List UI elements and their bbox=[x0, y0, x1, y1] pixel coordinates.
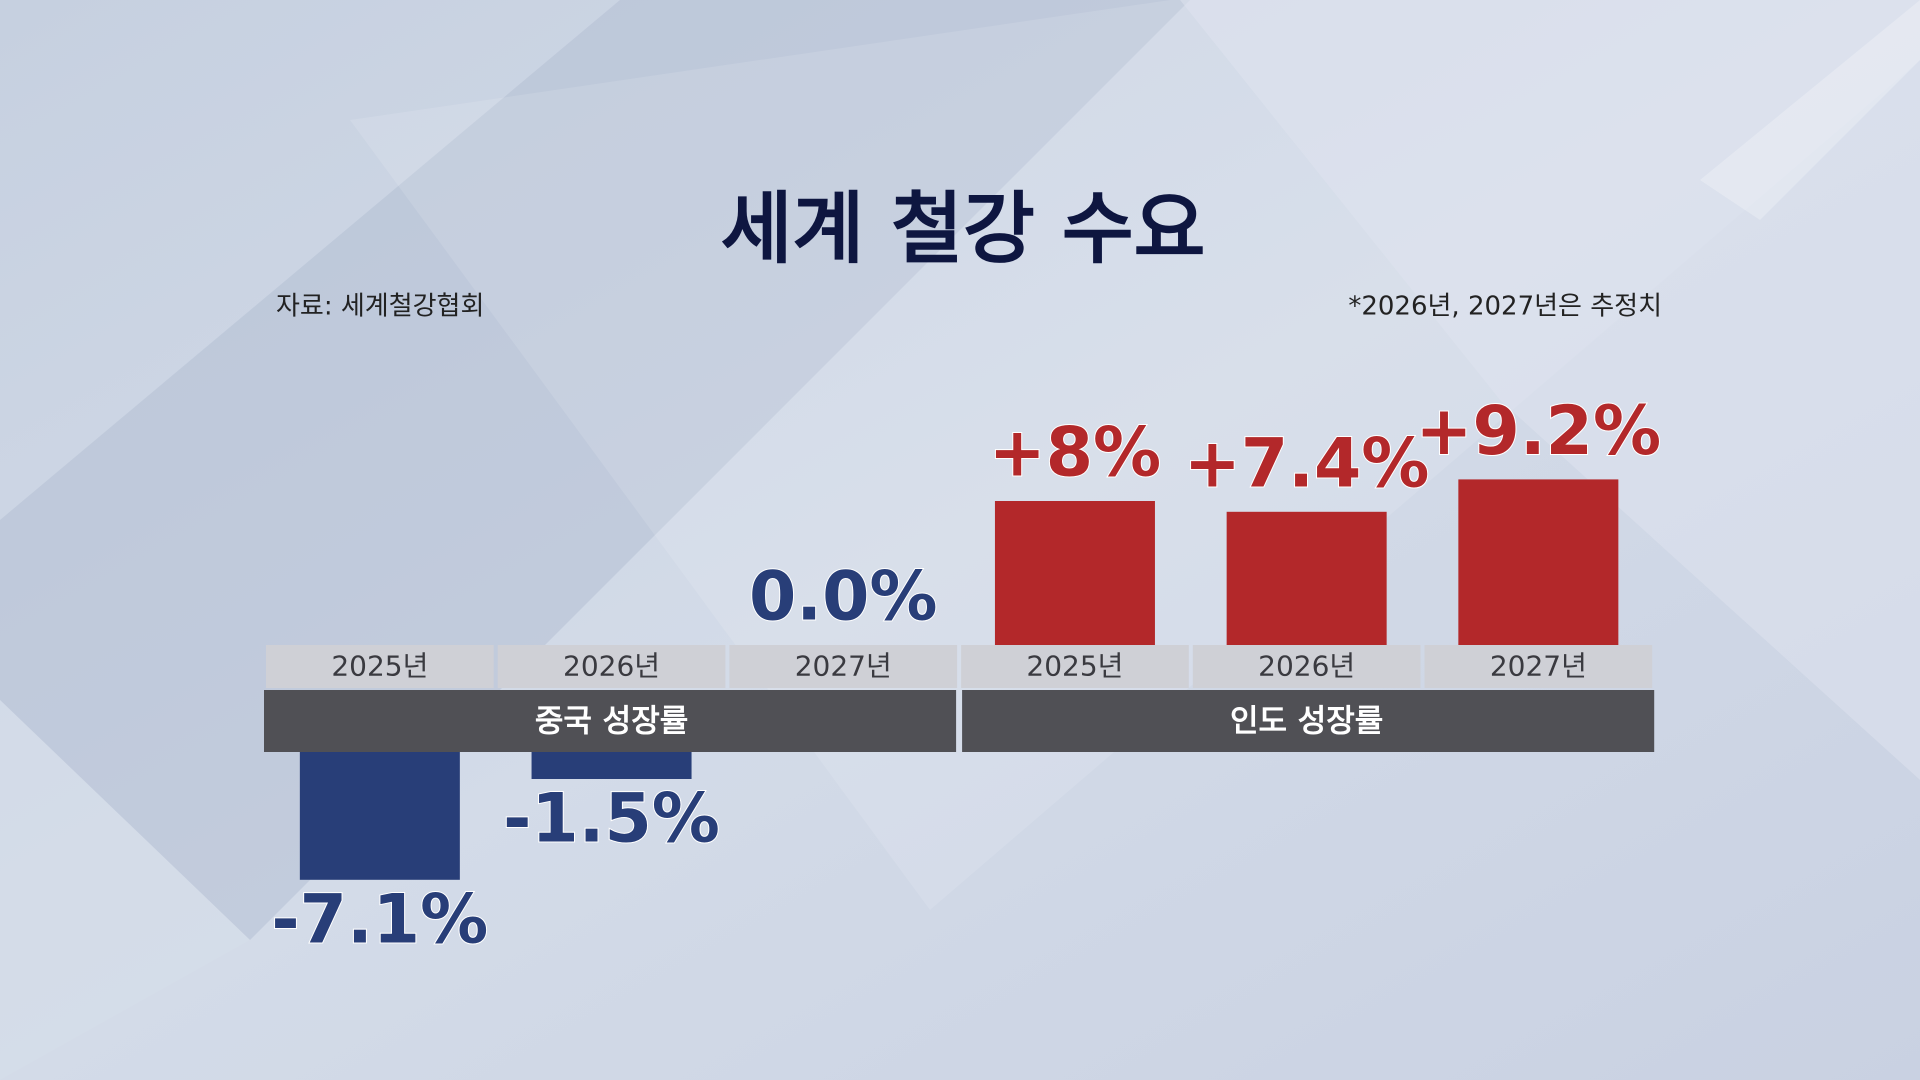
category-cell bbox=[497, 645, 726, 688]
category-label: 2025년 bbox=[1026, 650, 1123, 683]
category-cell bbox=[1424, 645, 1653, 688]
category-label: 2027년 bbox=[1490, 650, 1587, 683]
bar bbox=[994, 501, 1155, 645]
value-label: -1.5% bbox=[503, 780, 720, 859]
category-label: 2025년 bbox=[331, 650, 428, 683]
chart-title: 세계 철강 수요 bbox=[721, 184, 1206, 274]
value-label: +7.4% bbox=[1184, 424, 1430, 503]
group-label: 인도 성장률 bbox=[1230, 704, 1383, 740]
category-cell bbox=[961, 645, 1189, 688]
value-label: +8% bbox=[989, 414, 1161, 493]
bar bbox=[299, 752, 460, 880]
value-label: 0.0% bbox=[749, 558, 938, 637]
category-label: 2027년 bbox=[795, 650, 892, 683]
note: *2026년, 2027년은 추정치 bbox=[1348, 292, 1662, 322]
category-cell bbox=[1192, 645, 1421, 688]
source: 자료: 세계철강협회 bbox=[276, 292, 484, 322]
bar bbox=[531, 752, 692, 779]
group-band bbox=[962, 690, 1655, 752]
group-label: 중국 성장률 bbox=[535, 704, 688, 740]
bg-shape bbox=[0, 700, 250, 1080]
category-cell bbox=[729, 645, 958, 688]
bar bbox=[1458, 479, 1619, 645]
group-band bbox=[264, 690, 957, 752]
category-cell bbox=[266, 645, 494, 688]
value-label: -7.1% bbox=[271, 880, 488, 959]
value-label: +9.2% bbox=[1416, 392, 1662, 471]
bar bbox=[1226, 511, 1387, 645]
category-label: 2026년 bbox=[563, 650, 660, 683]
bg-shape bbox=[1700, 0, 1920, 220]
bg-shape bbox=[1180, 0, 1920, 780]
category-label: 2026년 bbox=[1258, 650, 1355, 683]
